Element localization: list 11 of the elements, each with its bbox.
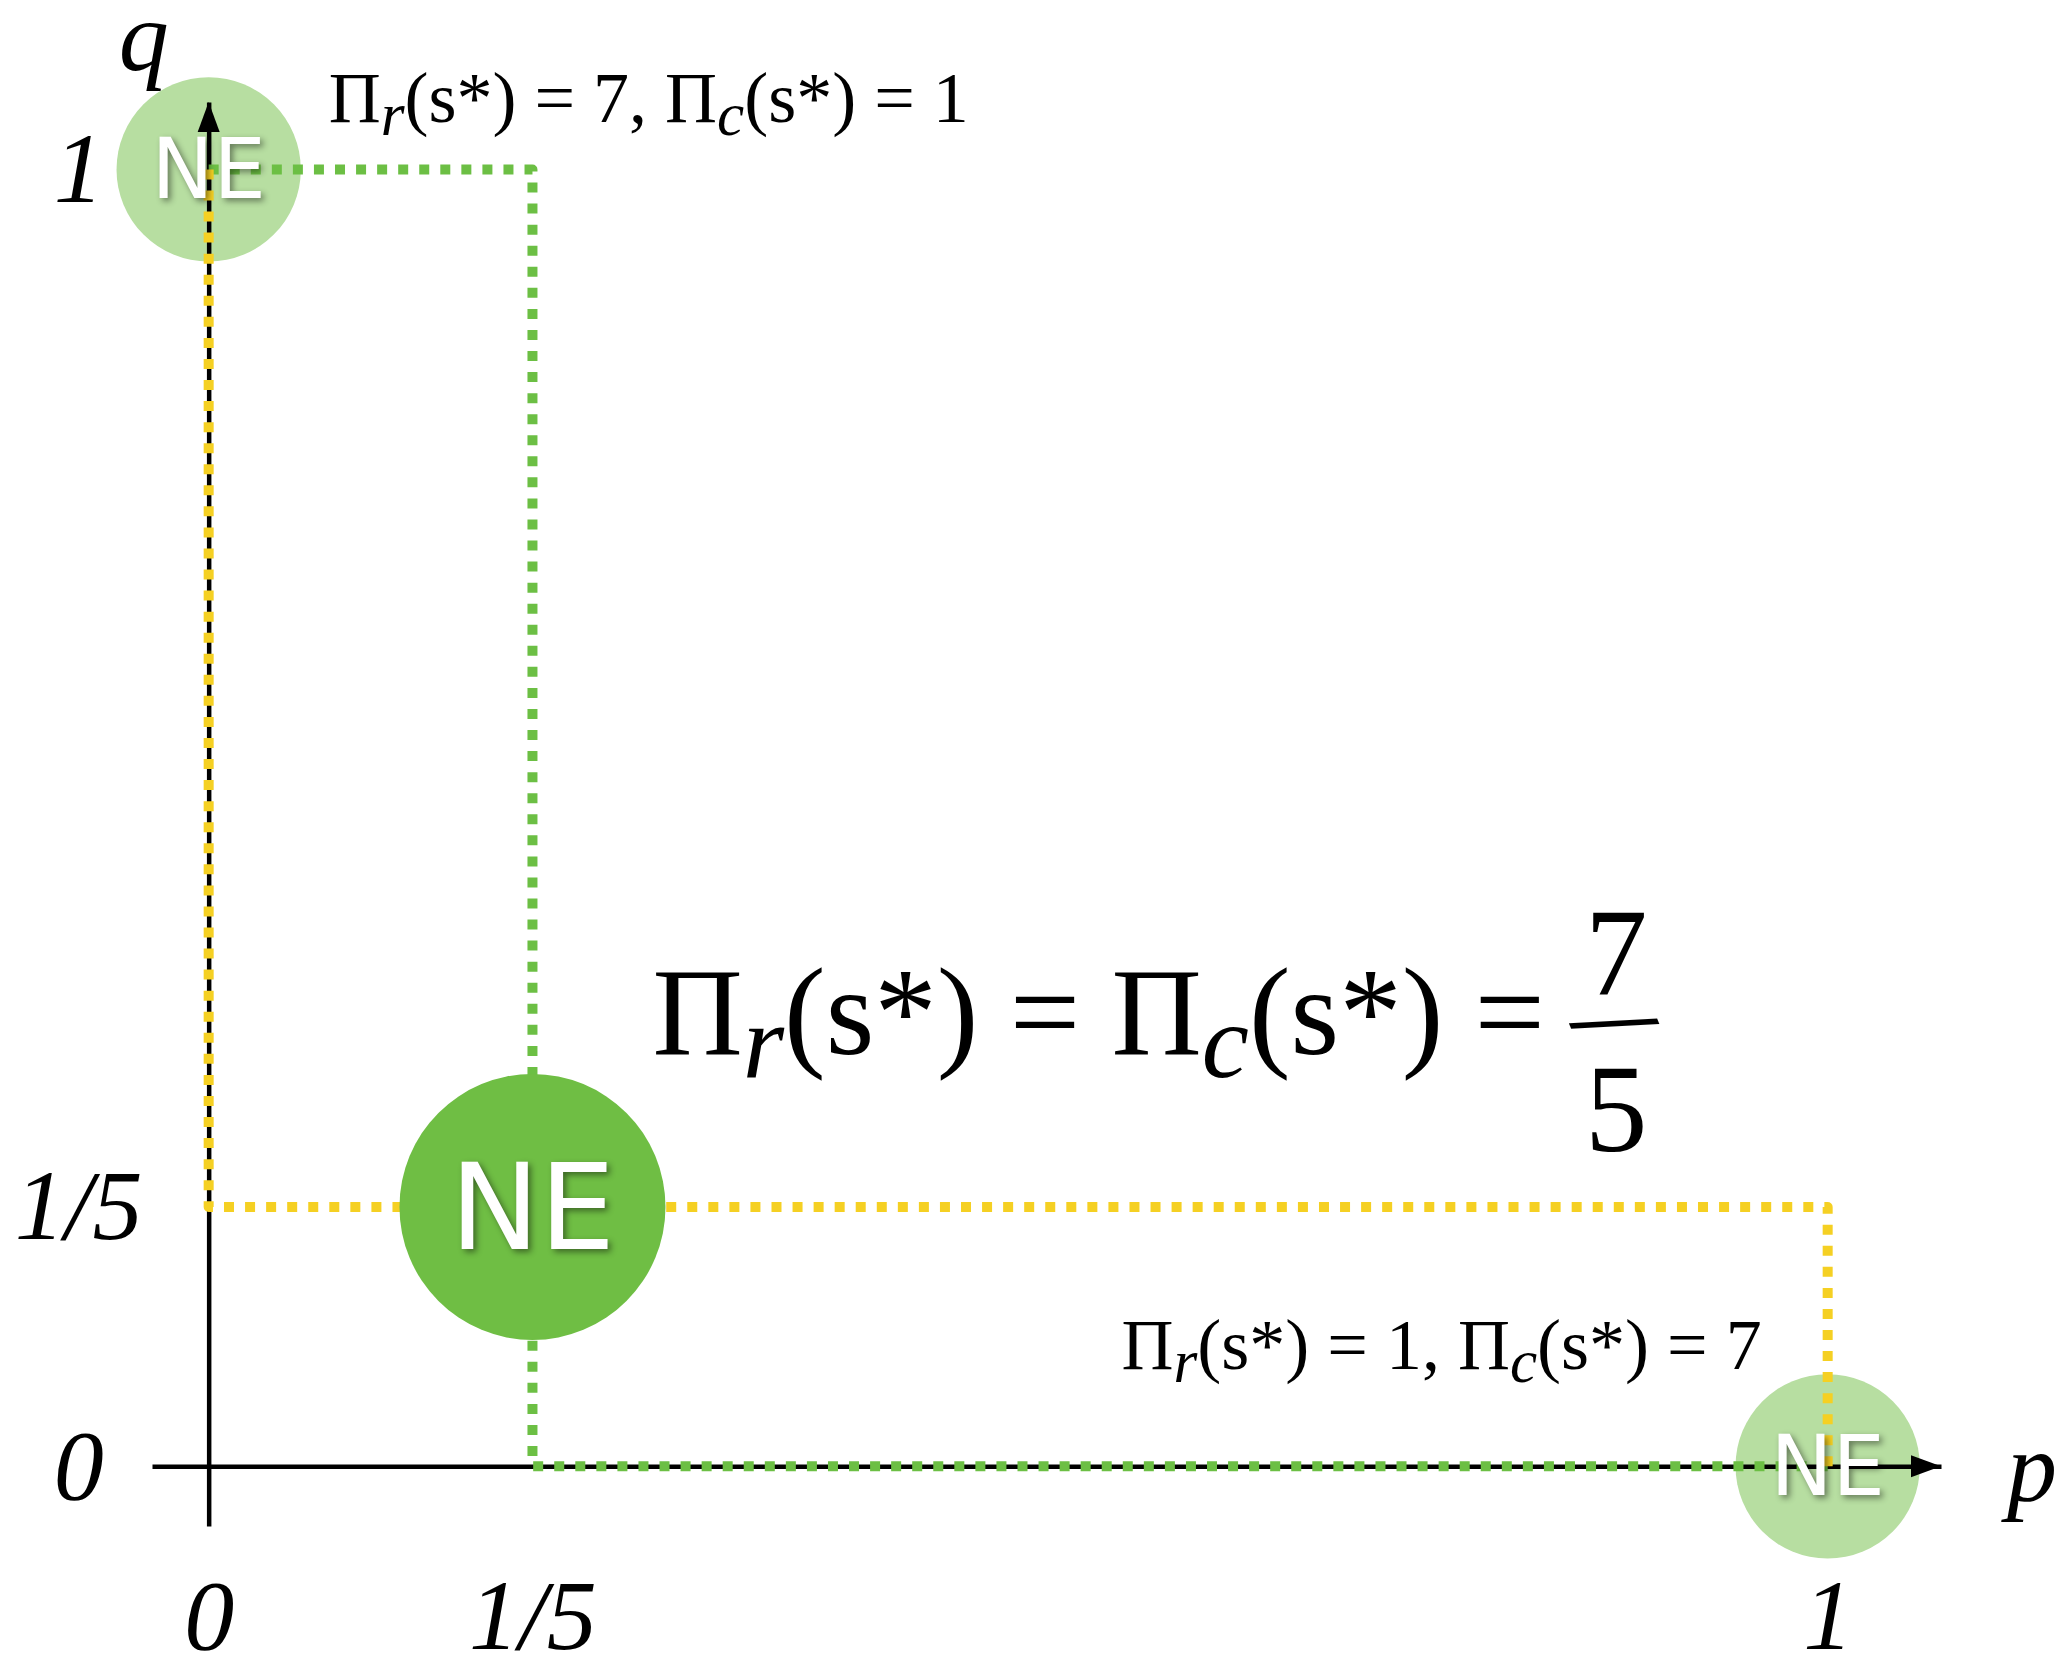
- y-axis-title: q: [118, 0, 169, 92]
- y-tick-label: 1: [53, 112, 104, 224]
- y-tick-label: 0: [53, 1409, 104, 1521]
- data-label: NE: [449, 1137, 616, 1277]
- y-tick-label: 1/5: [14, 1150, 143, 1262]
- x-tick-label: 1: [1803, 1560, 1854, 1664]
- x-tick-label: 1/5: [469, 1560, 597, 1664]
- annotation: Π$_{r}$(s*) = 1, Π$_{c}$(s*) = 7: [1121, 1305, 1762, 1396]
- annotation: Π$_{r}$(s*) = 7, Π$_{c}$(s*) = 1: [328, 58, 969, 149]
- x-tick-label: 0: [184, 1560, 235, 1664]
- x-axis-title: p: [2001, 1412, 2057, 1524]
